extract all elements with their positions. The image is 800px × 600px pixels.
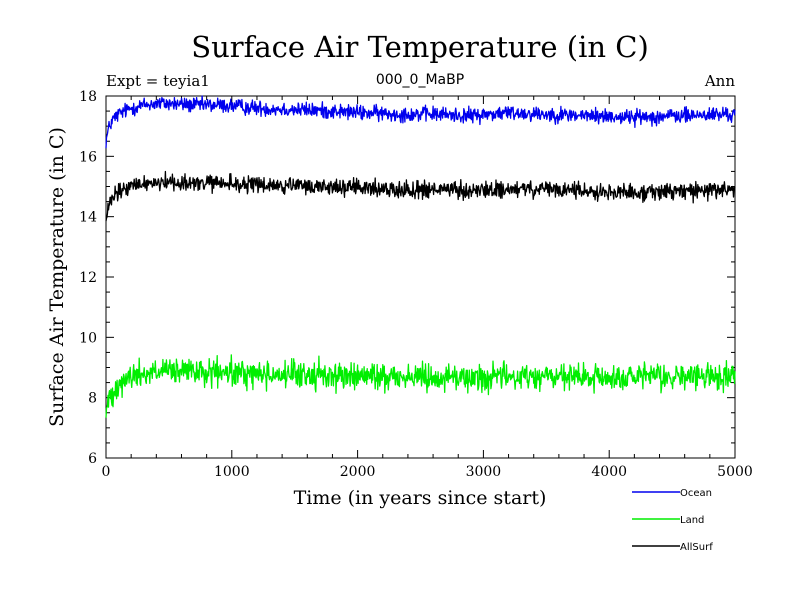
plot-area: 0 1000 2000 3000 4000 5000 6 8 10 12 14 16 18 Ocean La… [79, 89, 753, 553]
x-tick-label: 5000 [717, 464, 753, 480]
legend-label-land: Land [680, 515, 704, 526]
chart-title: Surface Air Temperature (in C) [191, 30, 649, 64]
series-line-ocean [105, 95, 736, 149]
y-axis-label: Surface Air Temperature (in C) [46, 127, 68, 427]
x-tick-label: 0 [102, 464, 111, 480]
expt-label: Expt = teyia1 [106, 72, 210, 90]
y-tick-label: 10 [79, 330, 97, 346]
legend-label-allsurf: AllSurf [680, 542, 713, 553]
legend-label-ocean: Ocean [680, 488, 712, 499]
y-tick-label: 18 [79, 89, 97, 105]
x-tick-label: 3000 [466, 464, 502, 480]
series-line-land [105, 354, 736, 418]
x-axis-label: Time (in years since start) [294, 487, 547, 509]
y-tick-label: 14 [79, 210, 97, 226]
x-tick-label: 2000 [340, 464, 376, 480]
period-label: Ann [704, 72, 735, 90]
x-tick-label: 1000 [214, 464, 250, 480]
y-tick-label: 6 [88, 451, 97, 467]
series-line-allsurf [105, 170, 736, 222]
plot-frame [105, 95, 736, 459]
y-tick-label: 12 [79, 270, 97, 286]
y-tick-label: 8 [88, 391, 97, 407]
chart-subtitle: 000_0_MaBP [376, 72, 464, 88]
y-tick-label: 16 [79, 149, 97, 165]
x-tick-label: 4000 [591, 464, 627, 480]
